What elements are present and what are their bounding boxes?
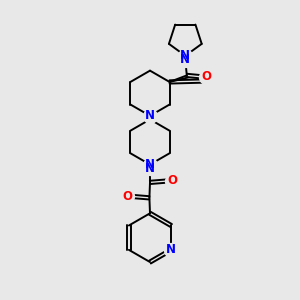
Text: O: O bbox=[167, 174, 177, 188]
Text: N: N bbox=[145, 109, 155, 122]
Text: N: N bbox=[166, 243, 176, 256]
Text: N: N bbox=[180, 53, 190, 66]
Text: N: N bbox=[145, 158, 155, 171]
Text: O: O bbox=[122, 190, 132, 203]
Text: N: N bbox=[145, 162, 155, 175]
Text: N: N bbox=[180, 49, 190, 62]
Text: O: O bbox=[201, 70, 212, 83]
